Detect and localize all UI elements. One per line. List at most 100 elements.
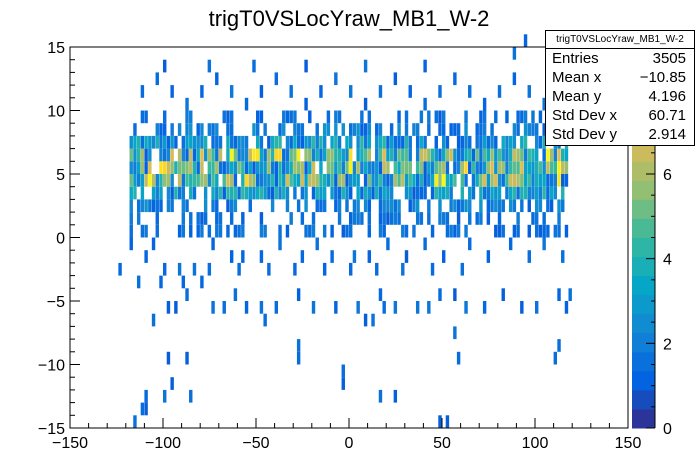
histogram-bin — [531, 123, 535, 136]
histogram-bin — [438, 85, 442, 98]
histogram-bin — [404, 174, 409, 187]
histogram-bin — [226, 224, 230, 238]
histogram-bin — [349, 174, 353, 187]
histogram-bin — [445, 415, 450, 428]
histogram-bin — [479, 212, 483, 225]
histogram-bin — [185, 148, 189, 162]
histogram-bin — [442, 250, 446, 263]
histogram-bin — [512, 47, 517, 60]
histogram-bin — [140, 135, 145, 149]
histogram-bin — [334, 72, 338, 86]
histogram-bin — [148, 199, 152, 213]
histogram-bin — [278, 224, 282, 238]
histogram-bin — [401, 262, 405, 276]
histogram-bin — [170, 161, 174, 174]
histogram-bin — [397, 135, 401, 149]
histogram-bin — [546, 174, 550, 187]
histogram-bin — [456, 148, 461, 162]
histogram-bin — [542, 212, 546, 225]
histogram-bin — [453, 224, 457, 238]
histogram-bin — [482, 97, 487, 111]
histogram-bin — [523, 110, 528, 124]
histogram-bin — [438, 186, 442, 200]
histogram-bin — [151, 199, 156, 213]
histogram-bin — [367, 250, 372, 263]
histogram-bin — [341, 224, 345, 238]
histogram-bin — [270, 186, 275, 200]
histogram-bin — [397, 212, 401, 225]
histogram-bin — [475, 212, 479, 225]
histogram-bin — [304, 174, 308, 187]
histogram-bin — [293, 148, 297, 162]
histogram-bin — [233, 174, 238, 187]
histogram-bin — [159, 174, 163, 187]
histogram-bin — [479, 199, 483, 213]
histogram-bin — [516, 224, 520, 238]
histogram-bin — [207, 161, 212, 174]
histogram-bin — [252, 186, 256, 200]
histogram-bin — [427, 199, 431, 213]
histogram-bin — [535, 123, 539, 136]
histogram-bin — [293, 123, 297, 136]
histogram-bin — [144, 174, 148, 187]
histogram-bin — [475, 148, 479, 162]
histogram-bin — [229, 110, 234, 124]
histogram-bin — [185, 161, 189, 174]
histogram-bin — [300, 123, 305, 136]
histogram-bin — [244, 97, 249, 111]
histogram-bin — [375, 123, 379, 136]
histogram-bin — [482, 148, 487, 162]
histogram-bin — [427, 212, 431, 225]
histogram-bin — [356, 301, 360, 314]
x-tick-label: 100 — [522, 435, 549, 452]
histogram-bin — [393, 135, 398, 149]
histogram-bin — [337, 174, 342, 187]
histogram-bin — [490, 186, 494, 200]
histogram-bin — [505, 174, 509, 187]
histogram-bin — [203, 148, 208, 162]
histogram-bin — [512, 199, 517, 213]
histogram-bin — [527, 186, 531, 200]
histogram-bin — [382, 212, 386, 225]
histogram-bin — [549, 174, 554, 187]
histogram-bin — [345, 186, 349, 200]
histogram-bin — [363, 186, 368, 200]
histogram-bin — [181, 275, 186, 289]
histogram-bin — [415, 148, 420, 162]
histogram-bin — [334, 123, 338, 136]
histogram-bin — [561, 250, 565, 263]
histogram-bin — [527, 174, 531, 187]
histogram-bin — [155, 212, 159, 225]
y-tick-label: −15 — [38, 421, 65, 438]
histogram-bin — [393, 301, 398, 314]
histogram-bin — [482, 174, 487, 187]
histogram-bin — [535, 212, 539, 225]
histogram-bin — [170, 148, 174, 162]
histogram-bin — [192, 262, 197, 276]
histogram-bin — [151, 313, 156, 327]
histogram-bin — [479, 161, 483, 174]
histogram-bin — [296, 123, 301, 136]
histogram-bin — [378, 174, 383, 187]
stats-mean-y: Mean y 4.196 — [546, 87, 694, 106]
colorbar-tick-label: 0 — [663, 421, 672, 438]
histogram-bin — [196, 135, 200, 149]
histogram-bin — [363, 59, 368, 73]
histogram-bin — [185, 199, 189, 213]
histogram-bin — [218, 148, 223, 162]
histogram-bin — [538, 199, 543, 213]
histogram-bin — [185, 123, 189, 136]
histogram-bin — [527, 123, 531, 136]
histogram-bin — [293, 110, 297, 124]
histogram-bin — [389, 148, 394, 162]
histogram-bin — [196, 174, 200, 187]
stats-std-y-label: Std Dev y — [552, 126, 618, 143]
histogram-bin — [486, 174, 491, 187]
histogram-bin — [159, 186, 163, 200]
histogram-bin — [189, 110, 193, 124]
histogram-bin — [278, 123, 282, 136]
histogram-bin — [464, 224, 468, 238]
histogram-bin — [404, 148, 409, 162]
histogram-bin — [129, 237, 133, 251]
histogram-bin — [155, 186, 159, 200]
